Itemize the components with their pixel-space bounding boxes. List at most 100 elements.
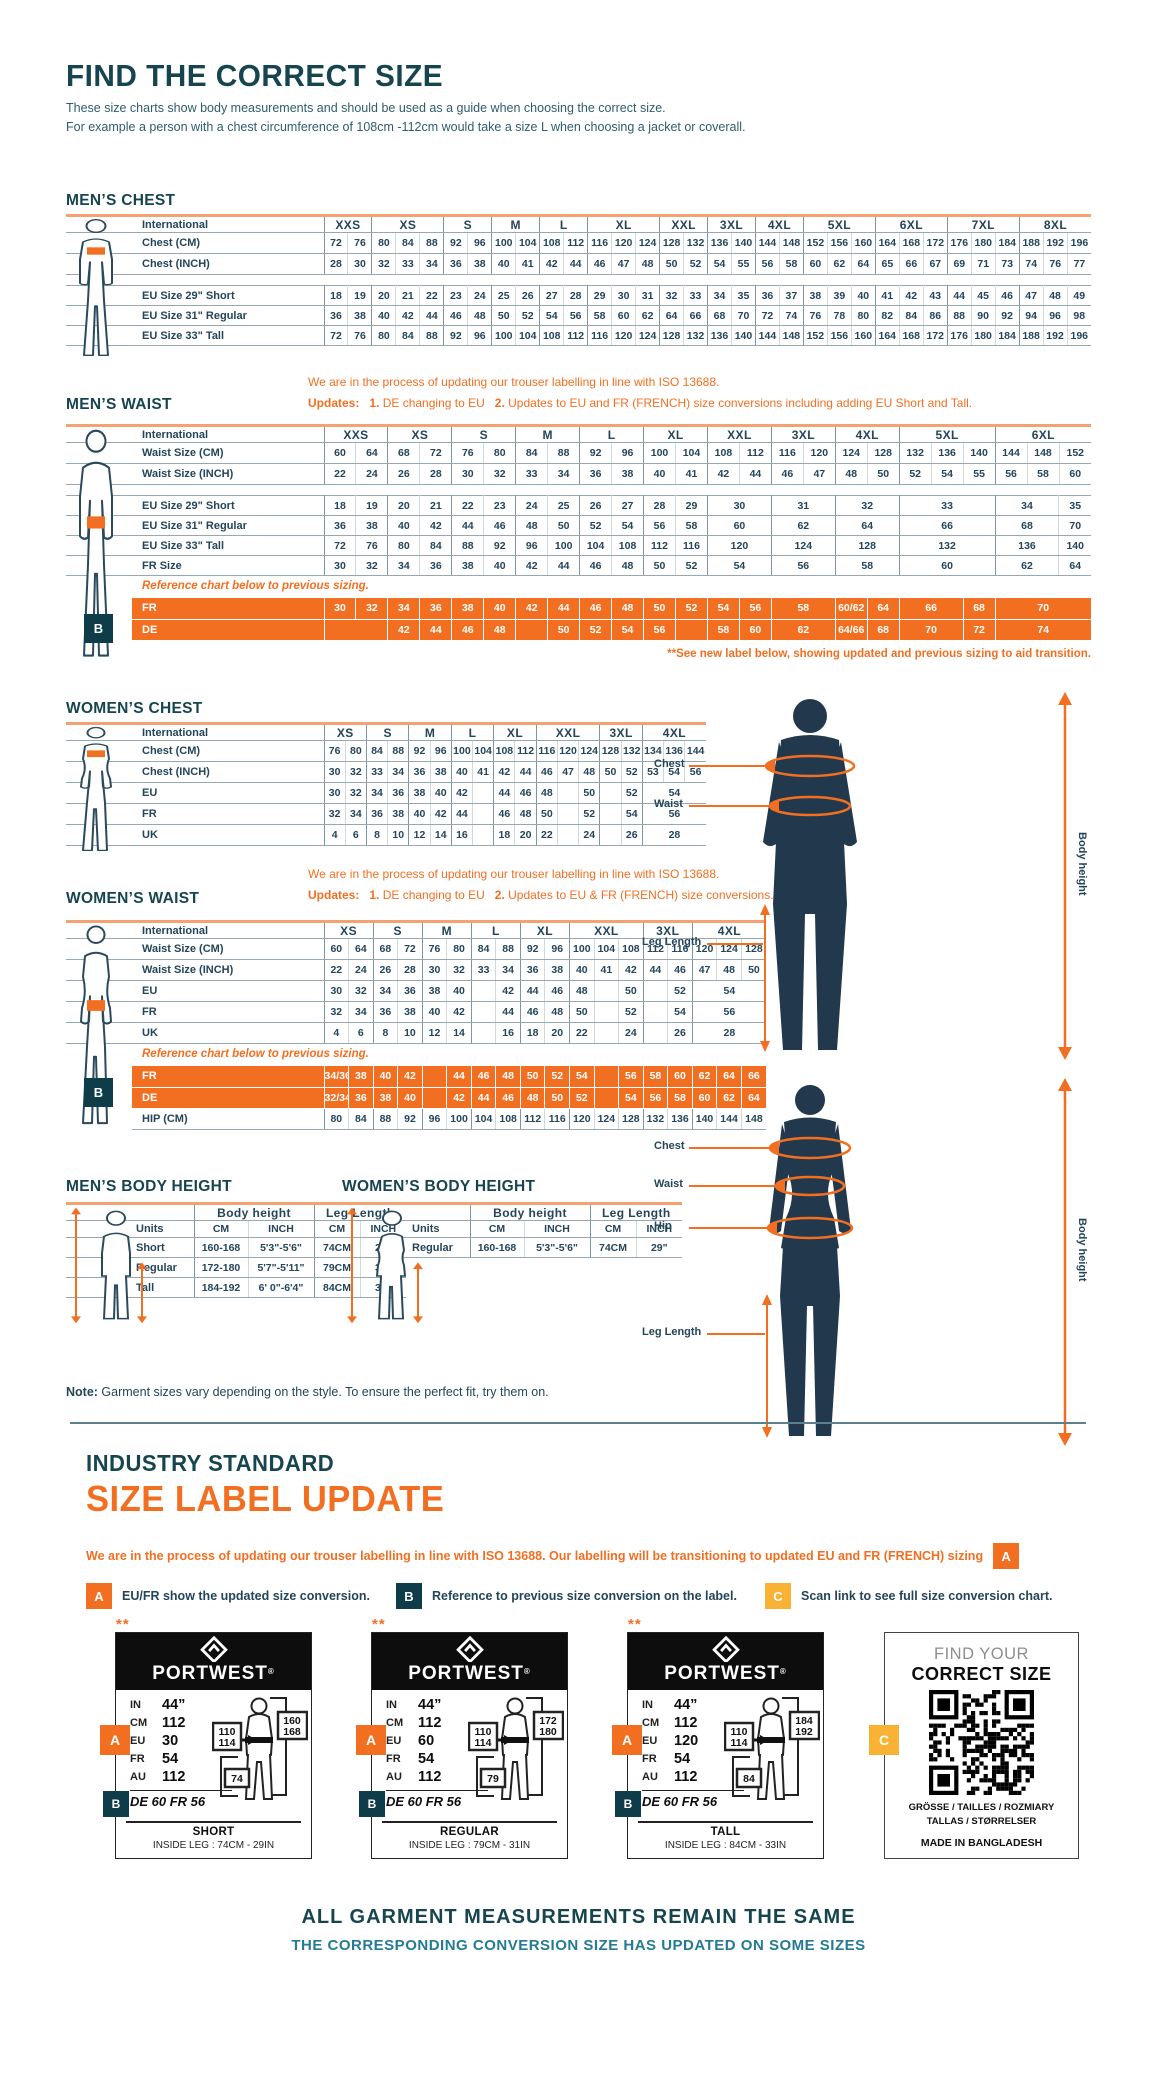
size-cell: 55 — [962, 463, 996, 485]
size-cell — [593, 1001, 619, 1023]
underline — [642, 1790, 744, 1791]
card-size-value: 112 — [418, 1769, 442, 1785]
size-cell: 60 — [611, 305, 636, 326]
size-cell: 24 — [618, 1022, 644, 1044]
size-cell: 108 — [495, 1108, 521, 1130]
size-cell: 50 — [618, 980, 644, 1002]
label-update-paragraph: We are in the process of updating our tr… — [86, 1543, 1020, 1569]
size-cell: 36 — [419, 598, 452, 620]
size-cell: 28 — [397, 959, 423, 981]
size-cell: 80 — [371, 325, 396, 346]
size-cell: 72 — [323, 535, 356, 556]
size-cell: 44 — [642, 959, 668, 981]
card-brand-header: PORTWEST® — [116, 1633, 311, 1690]
size-cell — [472, 803, 494, 825]
size-cell — [472, 824, 494, 846]
size-cell: 72 — [962, 619, 996, 641]
size-cell: 58 — [834, 555, 900, 576]
size-cell — [599, 824, 622, 846]
size-column-header: S — [443, 215, 492, 233]
size-cell: 116 — [770, 442, 804, 464]
size-cell — [556, 782, 579, 804]
size-cell: 70 — [898, 619, 964, 641]
size-column-header: M — [408, 723, 452, 741]
size-cell: 12 — [421, 1022, 447, 1044]
size-cell: 48 — [535, 782, 558, 804]
size-cell: 46 — [587, 253, 612, 275]
column-header: International — [66, 215, 324, 233]
size-cell: 60 — [898, 555, 996, 576]
column-header: International — [66, 921, 325, 939]
size-cell: 26 — [667, 1022, 693, 1044]
size-cell: 49 — [1066, 285, 1091, 306]
size-cell: 80 — [371, 232, 396, 254]
size-cell: 80 — [323, 1108, 349, 1130]
size-cell: 108 — [706, 442, 740, 464]
size-cell: 60 — [667, 1066, 693, 1088]
size-cell: 33 — [515, 463, 548, 485]
card-size-value: 54 — [418, 1751, 435, 1767]
size-cell: 52 — [683, 253, 708, 275]
size-cell: 90 — [970, 305, 996, 326]
size-cell: 31 — [635, 285, 660, 306]
size-cell: 104 — [593, 938, 619, 960]
size-label-update-title: SIZE LABEL UPDATE — [86, 1478, 445, 1519]
size-cell: 19 — [347, 285, 372, 306]
card-size-value: 44” — [418, 1697, 442, 1713]
male-waist-label: Waist — [654, 798, 683, 810]
table-row: EU Size 29" Short 18 19 20 21 22 23 24 25 26 27 28 2… — [66, 285, 1091, 306]
size-cell: 66 — [683, 305, 708, 326]
size-cell: 42 — [419, 515, 452, 536]
size-cell: 24 — [515, 495, 548, 516]
size-cell — [593, 1066, 619, 1088]
size-cell: 44 — [493, 782, 515, 804]
row-label: FR Size — [66, 555, 325, 576]
size-cell: 79CM — [313, 1257, 361, 1278]
size-cell: 38 — [397, 1001, 423, 1023]
section-divider — [70, 1422, 1086, 1424]
size-cell: 136 — [930, 442, 964, 464]
size-cell: 80 — [850, 305, 876, 326]
size-cell: 96 — [429, 740, 452, 762]
note-label: Note: — [66, 1385, 98, 1399]
size-cell: 144 — [994, 442, 1028, 464]
size-cell: 184 — [994, 325, 1020, 346]
size-cell: 14 — [446, 1022, 472, 1044]
size-cell: 160 — [850, 232, 876, 254]
size-cell: 42 — [397, 1066, 423, 1088]
size-cell: 188 — [1018, 325, 1044, 346]
size-cell: 136 — [994, 535, 1059, 556]
size-cell: 64 — [740, 1087, 766, 1109]
size-cell: 100 — [450, 740, 473, 762]
size-cell: 52 — [898, 463, 932, 485]
size-cell: 36 — [365, 803, 388, 825]
card-size-label: EU — [386, 1735, 402, 1747]
size-cell: 60 — [323, 938, 349, 960]
size-cell: 104 — [515, 325, 540, 346]
size-cell: 22 — [451, 495, 484, 516]
size-cell: 48 — [467, 305, 492, 326]
svg-text:180: 180 — [539, 1726, 557, 1738]
size-cell: 96 — [421, 1108, 447, 1130]
size-cell: 40 — [643, 463, 676, 485]
size-cell: 164 — [874, 325, 900, 346]
size-cell: 56 — [643, 515, 676, 536]
size-cell: 32 — [834, 495, 900, 516]
fit-name: TALL — [710, 1826, 741, 1838]
size-cell: 76 — [1042, 253, 1068, 275]
size-cell: 80 — [483, 442, 516, 464]
size-cell: 156 — [826, 325, 852, 346]
size-cell: 148 — [778, 325, 804, 346]
size-cell: 40 — [408, 803, 431, 825]
size-cell: 58 — [778, 253, 804, 275]
size-cell: 62 — [826, 253, 852, 275]
size-cell: 50 — [491, 305, 516, 326]
size-cell: 74 — [1018, 253, 1044, 275]
size-cell: 116 — [544, 1108, 570, 1130]
size-cell: 36 — [754, 285, 780, 306]
size-cell: 98 — [1066, 305, 1091, 326]
female-body-height-label: Body height — [1076, 1218, 1088, 1282]
unit-cell: INCH — [247, 1220, 315, 1238]
size-cell: 64 — [348, 938, 374, 960]
size-cell: 38 — [451, 555, 484, 576]
